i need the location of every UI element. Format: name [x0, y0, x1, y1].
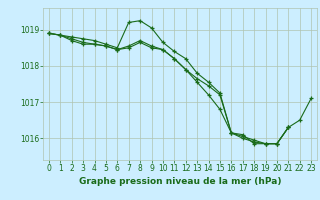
X-axis label: Graphe pression niveau de la mer (hPa): Graphe pression niveau de la mer (hPa)	[79, 177, 281, 186]
